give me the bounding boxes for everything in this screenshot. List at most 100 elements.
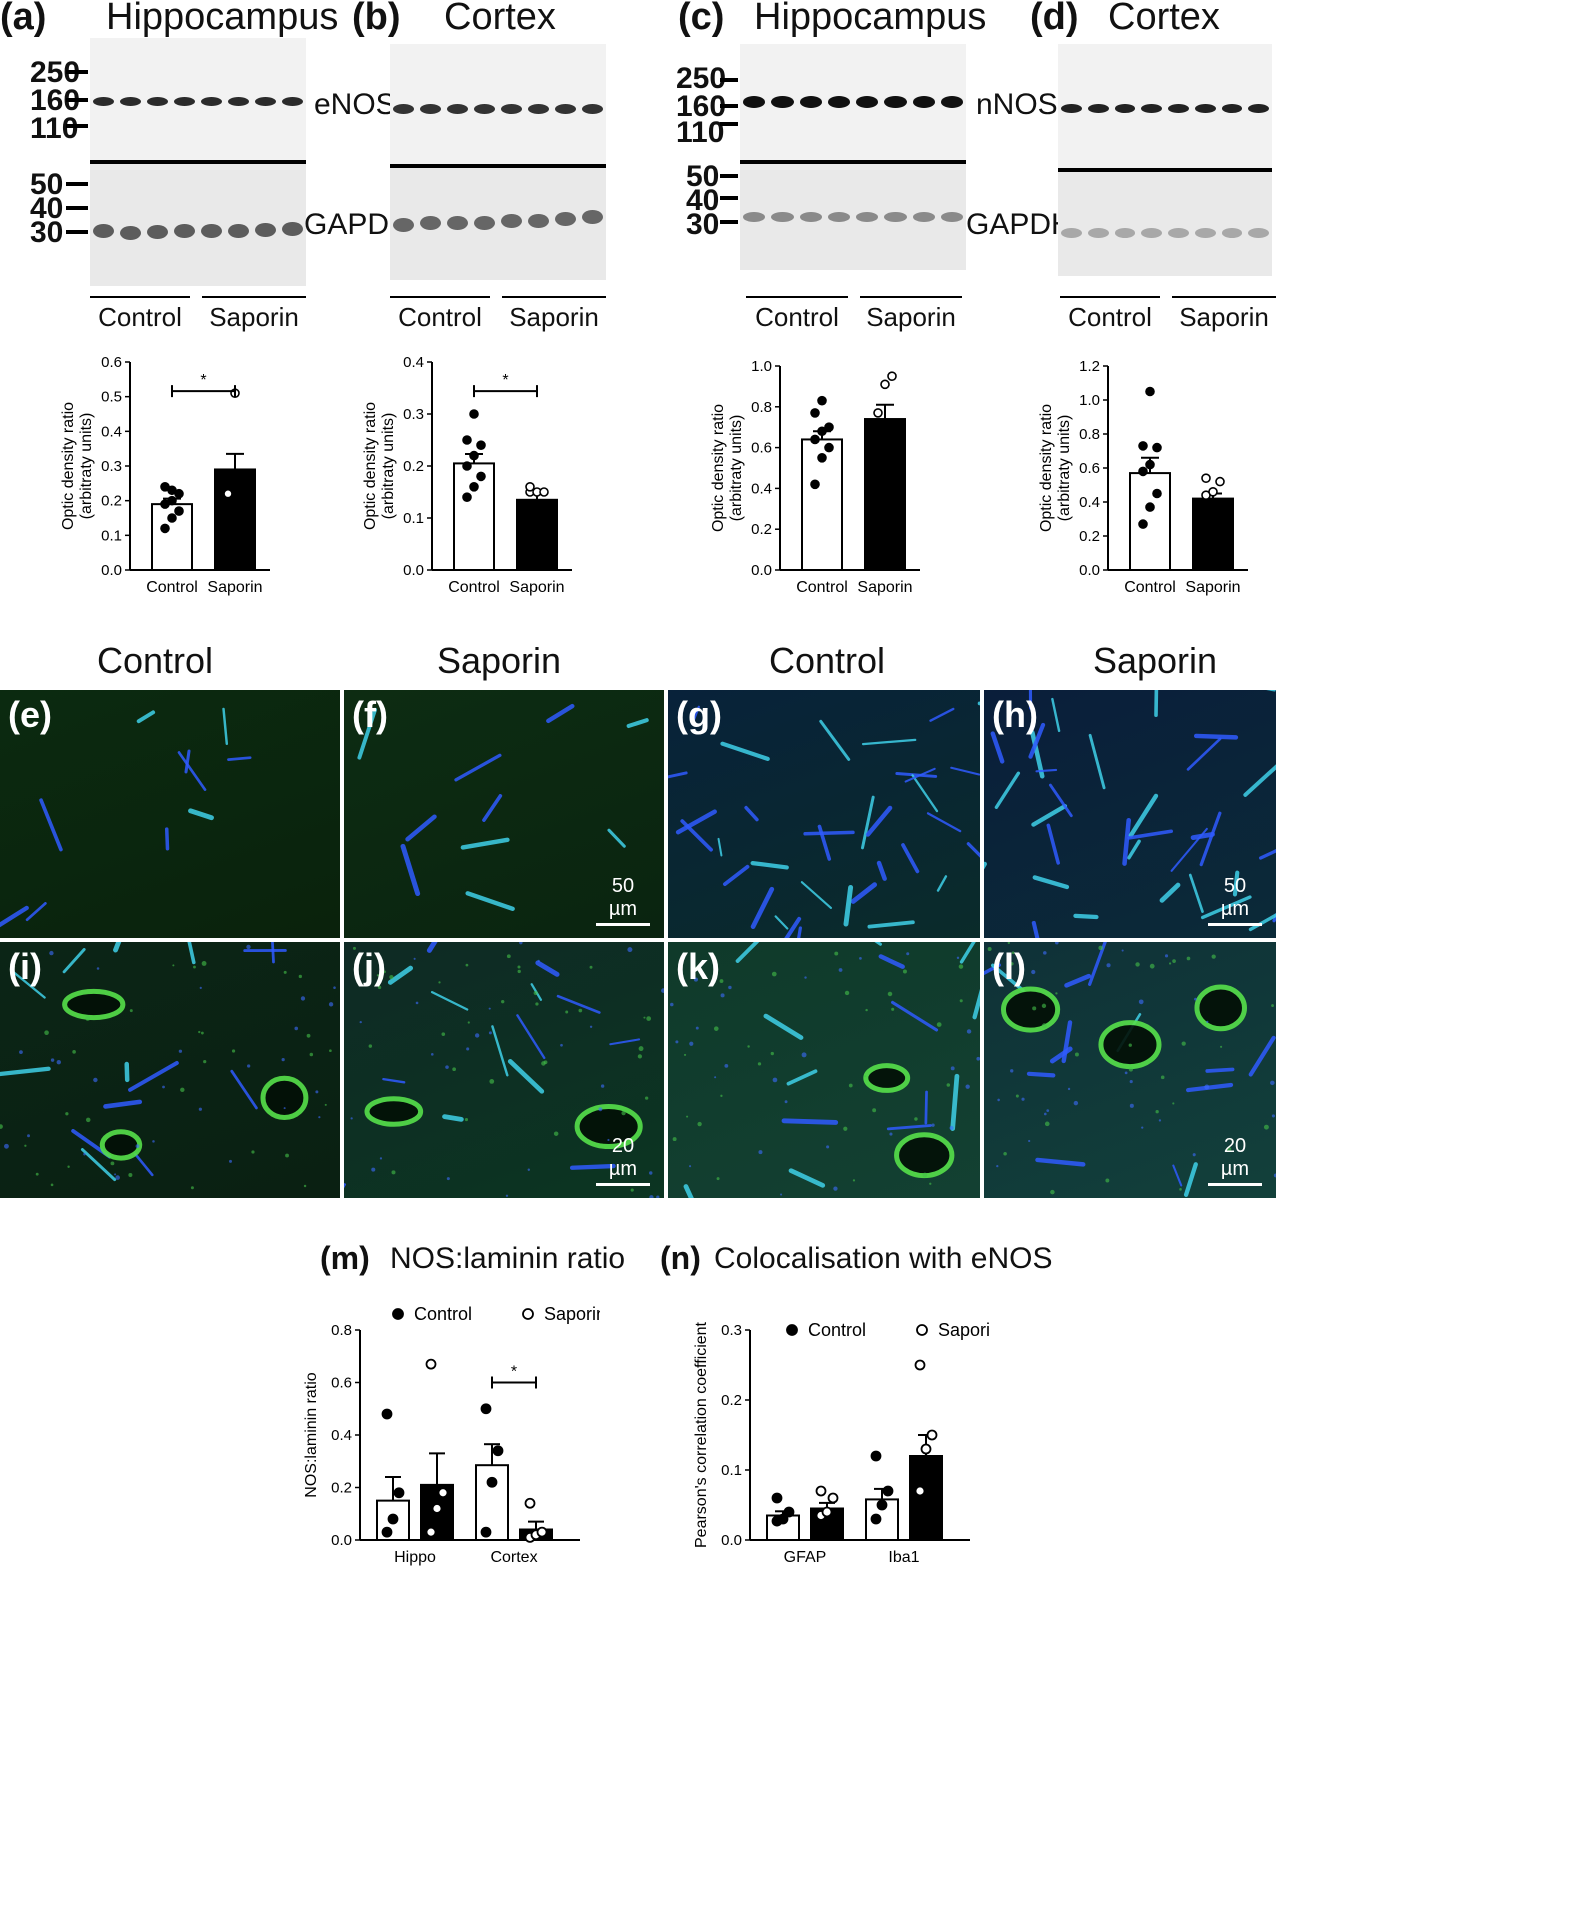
blot-band	[528, 104, 549, 114]
cell-speck	[589, 965, 593, 969]
data-point	[771, 1492, 783, 1504]
blot-band	[201, 97, 222, 106]
vessel-segment	[1183, 1162, 1198, 1197]
cell-speck	[1046, 1109, 1050, 1112]
blot-band	[771, 212, 794, 222]
cell-speck	[1204, 1084, 1210, 1090]
blot-band	[147, 225, 168, 239]
cell-speck	[950, 1066, 955, 1071]
y-axis-label: NOS:laminin ratio	[303, 1372, 320, 1497]
cell-speck	[966, 1029, 972, 1034]
bar	[214, 468, 256, 571]
blot-band	[1248, 104, 1269, 113]
cell-speck	[446, 1177, 450, 1181]
y-axis-label: Pearson's correlation coefficient	[693, 1321, 710, 1548]
cell-speck	[488, 1031, 492, 1035]
data-point	[1138, 441, 1148, 451]
data-point	[174, 506, 184, 516]
cell-speck	[1128, 1043, 1132, 1047]
blot-d-bottom	[1058, 172, 1272, 276]
cell-speck	[1003, 1152, 1007, 1156]
cell-speck	[780, 1193, 783, 1196]
cell-speck	[834, 951, 839, 956]
y-tick-label: 1.0	[1079, 392, 1100, 409]
x-tick-label: Saporin	[207, 579, 262, 596]
legend-marker	[786, 1324, 798, 1336]
cell-speck	[1181, 1041, 1186, 1046]
vessel-ring	[62, 988, 126, 1021]
protein-nnos-label: nNOS	[976, 88, 1058, 121]
cell-speck	[368, 1044, 373, 1048]
cell-speck	[281, 1058, 285, 1062]
blot-band	[1141, 228, 1162, 238]
cell-speck	[527, 1168, 531, 1171]
legend-label: Saporin	[544, 1304, 600, 1324]
heading-saporin-1: Saporin	[436, 640, 562, 681]
y-tick-label: 0.2	[751, 521, 772, 538]
cell-speck	[644, 1096, 649, 1100]
data-point	[480, 1403, 492, 1415]
vessel-segment	[357, 707, 378, 760]
cell-speck	[637, 1054, 643, 1059]
vessel-segment	[405, 814, 437, 842]
data-point	[880, 379, 890, 390]
y-tick-label: 0.0	[721, 1532, 742, 1549]
x-tick-label: Control	[146, 579, 198, 596]
vessel-segment	[904, 767, 936, 783]
blot-band	[1087, 104, 1109, 113]
cell-speck	[772, 1077, 778, 1083]
blot-band	[1061, 228, 1082, 238]
cell-speck	[693, 977, 698, 982]
cell-speck	[956, 956, 960, 960]
sig-star: *	[502, 372, 508, 389]
cell-speck	[152, 1140, 155, 1143]
data-point	[462, 461, 472, 471]
cell-speck	[646, 1016, 652, 1021]
y-tick-label: 0.0	[101, 562, 122, 579]
bar	[516, 498, 558, 571]
vessel-segment	[803, 830, 855, 836]
vessel-ring	[99, 1129, 143, 1161]
cell-speck	[352, 946, 356, 950]
vessel-segment	[1073, 913, 1099, 920]
data-point	[810, 408, 820, 418]
vessel-segment	[103, 1099, 143, 1109]
cell-speck	[1073, 1100, 1079, 1106]
cell-speck	[859, 957, 862, 960]
blot-band	[228, 97, 249, 106]
cell-speck	[350, 1117, 353, 1120]
mw-c-160: 160	[676, 90, 727, 123]
cell-speck	[843, 1126, 848, 1131]
scale-bar: 50 µm	[1208, 875, 1262, 926]
micrograph-e: (e)	[0, 690, 340, 938]
vessel-segment	[850, 882, 878, 904]
blot-band	[255, 223, 276, 237]
vessel-segment	[80, 1148, 117, 1182]
bar	[864, 418, 906, 572]
vessel-segment	[1188, 873, 1204, 913]
data-point	[1138, 466, 1148, 477]
panel-d-title: Cortex	[1108, 0, 1220, 38]
data-point	[381, 1526, 393, 1538]
vessel-segment	[128, 1060, 179, 1092]
y-tick-label: 1.2	[1079, 358, 1100, 375]
blot-d-separator	[1058, 168, 1272, 172]
y-axis-label-line: (arbitraty units)	[78, 413, 95, 520]
panel-m-letter: (m)	[320, 1240, 370, 1276]
vessel-segment	[113, 942, 122, 953]
vessel-segment	[39, 798, 63, 852]
cell-speck	[1105, 1178, 1110, 1183]
cell-speck	[501, 999, 505, 1004]
vessel-segment	[874, 942, 882, 946]
vessel-segment	[1035, 768, 1058, 773]
vessel-segment	[861, 738, 917, 746]
x-tick-label: Control	[1124, 579, 1176, 596]
cell-speck	[630, 1188, 634, 1192]
panel-b-letter: (b)	[352, 0, 401, 38]
protein-enos-label: eNOS	[314, 88, 396, 121]
vessel-ring	[1194, 984, 1247, 1032]
panel-a-letter: (a)	[0, 0, 47, 38]
y-tick-label: 0.0	[1079, 562, 1100, 579]
cell-speck	[1271, 1004, 1274, 1007]
micro-panel-label: (i)	[8, 946, 42, 987]
